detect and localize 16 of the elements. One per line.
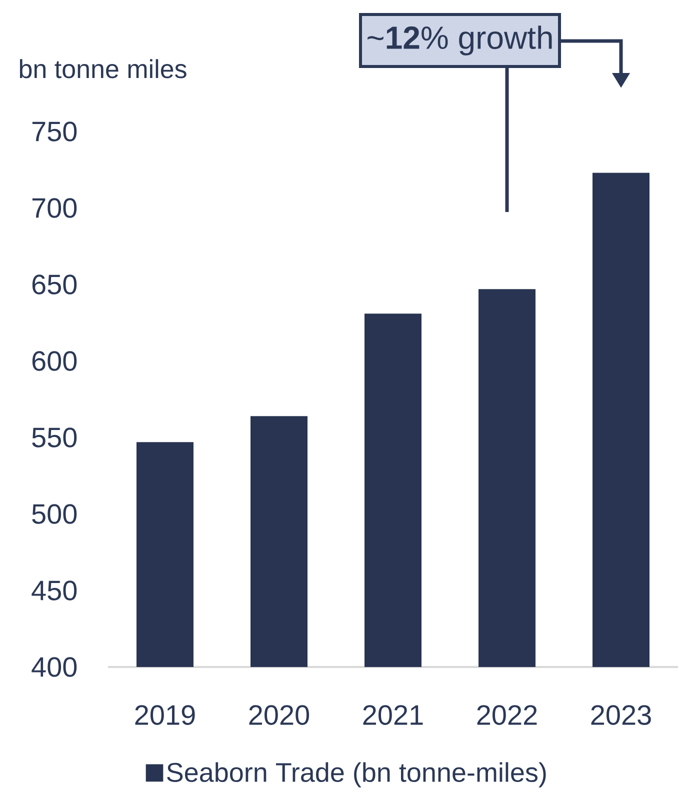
- x-tick-label: 2021: [363, 705, 423, 725]
- y-tick-label: 600: [32, 351, 77, 371]
- x-tick-label: 2020: [249, 705, 310, 725]
- y-tick-label: 500: [32, 504, 77, 524]
- y-tick-label: 450: [32, 580, 77, 600]
- legend-label: Seaborn Trade (bn tonne-miles): [167, 762, 546, 788]
- y-tick-label: 750: [32, 122, 77, 142]
- y-tick-label: 650: [32, 274, 77, 294]
- x-tick-label: 2019: [135, 705, 195, 725]
- y-tick-label: 550: [32, 428, 77, 448]
- x-tick-label: 2023: [591, 705, 651, 725]
- x-tick-label: 2022: [477, 705, 537, 725]
- text: ~12% growth: [368, 26, 552, 56]
- y-axis-title: bn tonne miles: [20, 59, 186, 78]
- y-tick-label: 400: [32, 657, 77, 677]
- y-tick-label: 700: [32, 198, 77, 218]
